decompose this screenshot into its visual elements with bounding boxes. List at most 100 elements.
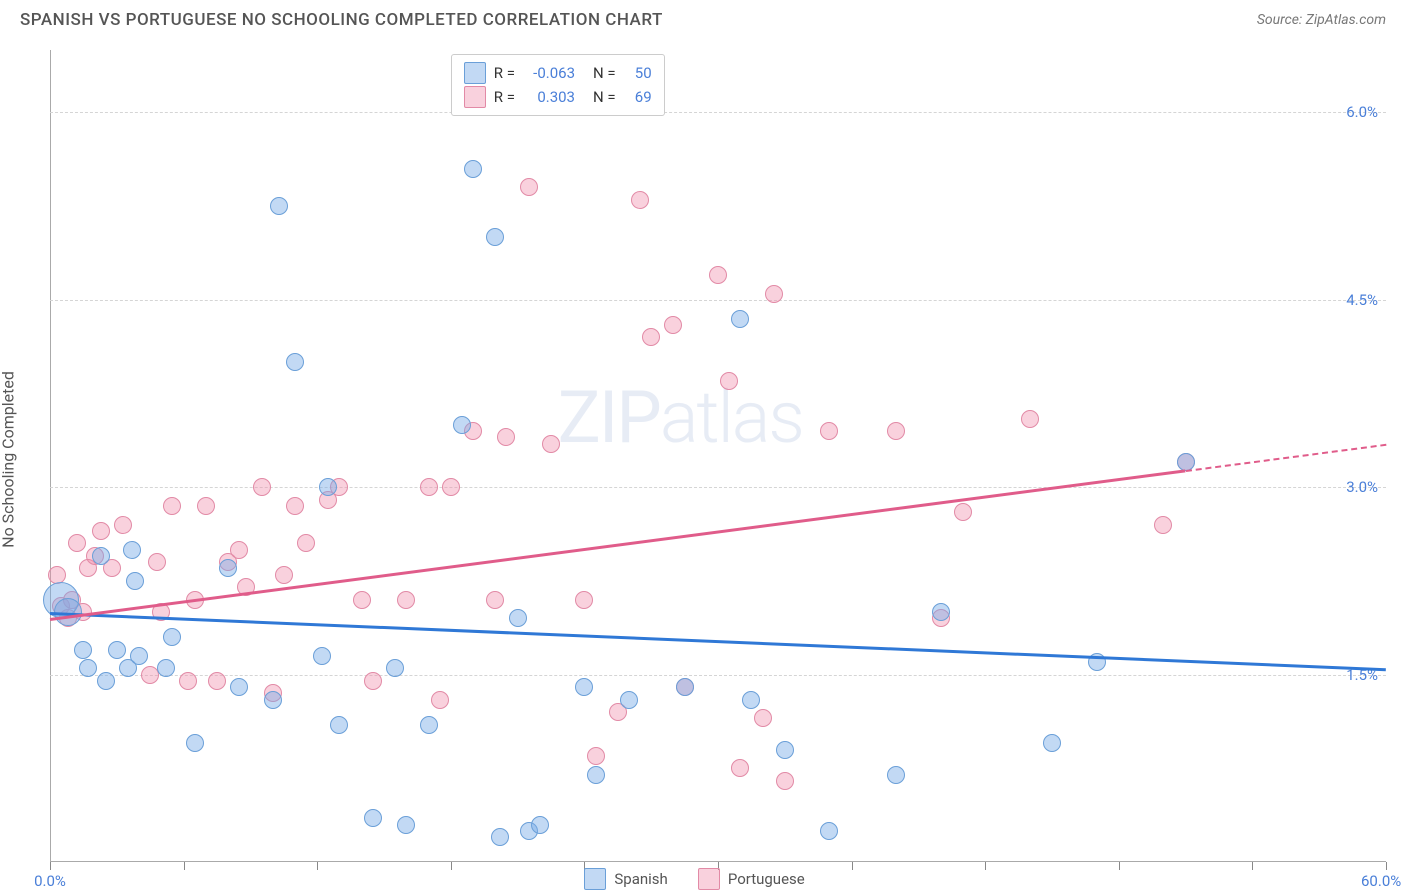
x-tick (184, 862, 185, 870)
portuguese-point (820, 422, 838, 440)
spanish-point (108, 641, 126, 659)
spanish-point (330, 716, 348, 734)
spanish-point (676, 678, 694, 696)
legend-series-spanish: Spanish (584, 868, 667, 890)
portuguese-point (709, 266, 727, 284)
chart-source: Source: ZipAtlas.com (1257, 12, 1386, 28)
portuguese-point (754, 709, 772, 727)
gridline (50, 112, 1386, 113)
portuguese-point (364, 672, 382, 690)
legend-swatch-portuguese (464, 86, 486, 108)
portuguese-point (765, 285, 783, 303)
legend-series: Spanish Portuguese (584, 868, 804, 890)
portuguese-point (542, 435, 560, 453)
spanish-point (313, 647, 331, 665)
spanish-point (731, 310, 749, 328)
portuguese-point (1021, 410, 1039, 428)
x-tick (1252, 862, 1253, 870)
portuguese-point (179, 672, 197, 690)
spanish-point (509, 609, 527, 627)
portuguese-point (442, 478, 460, 496)
y-axis-line (50, 50, 51, 862)
legend-n-prefix: N = (593, 85, 616, 109)
portuguese-trendline (50, 470, 1186, 622)
x-tick (1386, 862, 1387, 870)
spanish-point (587, 766, 605, 784)
spanish-point (887, 766, 905, 784)
portuguese-point (297, 534, 315, 552)
spanish-point (491, 828, 509, 846)
portuguese-point (776, 772, 794, 790)
spanish-point (186, 734, 204, 752)
spanish-point (1043, 734, 1061, 752)
spanish-point (163, 628, 181, 646)
spanish-point (386, 659, 404, 677)
portuguese-point (353, 591, 371, 609)
spanish-point (264, 691, 282, 709)
spanish-point (932, 603, 950, 621)
x-min-label: 0.0% (34, 872, 66, 890)
spanish-point (123, 541, 141, 559)
x-tick (985, 862, 986, 870)
spanish-point (531, 816, 549, 834)
spanish-point (620, 691, 638, 709)
portuguese-point (497, 428, 515, 446)
x-tick (50, 862, 51, 870)
legend-swatch-portuguese (698, 868, 720, 890)
legend-n-prefix: N = (593, 61, 616, 85)
legend-row-portuguese: R =0.303N =69 (464, 85, 652, 109)
spanish-point (74, 641, 92, 659)
portuguese-point (197, 497, 215, 515)
portuguese-point (397, 591, 415, 609)
x-max-label: 60.0% (1361, 872, 1401, 890)
spanish-point (420, 716, 438, 734)
portuguese-point (163, 497, 181, 515)
legend-label-spanish: Spanish (614, 870, 667, 888)
portuguese-point (286, 497, 304, 515)
portuguese-point (664, 316, 682, 334)
portuguese-point (253, 478, 271, 496)
legend-r-value-portuguese: 0.303 (523, 85, 575, 109)
legend-swatch-spanish (464, 62, 486, 84)
legend-series-portuguese: Portuguese (698, 868, 805, 890)
x-tick (317, 862, 318, 870)
portuguese-point (92, 522, 110, 540)
spanish-point (79, 659, 97, 677)
spanish-point (97, 672, 115, 690)
portuguese-point (114, 516, 132, 534)
spanish-point (92, 547, 110, 565)
portuguese-point (642, 328, 660, 346)
legend-r-prefix: R = (494, 61, 515, 85)
legend-n-value-portuguese: 69 (624, 85, 652, 109)
portuguese-point (230, 541, 248, 559)
legend-stats: R =-0.063N =50R =0.303N =69 (451, 54, 665, 116)
gridline (50, 300, 1386, 301)
spanish-point (230, 678, 248, 696)
gridline (50, 675, 1386, 676)
spanish-point (575, 678, 593, 696)
spanish-point (486, 228, 504, 246)
spanish-point (397, 816, 415, 834)
spanish-point (364, 809, 382, 827)
y-axis-label: No Schooling Completed (0, 371, 18, 548)
watermark: ZIPatlas (558, 375, 803, 460)
spanish-point (776, 741, 794, 759)
spanish-point (270, 197, 288, 215)
portuguese-point (486, 591, 504, 609)
x-tick (1119, 862, 1120, 870)
portuguese-point (731, 759, 749, 777)
portuguese-point (954, 503, 972, 521)
chart-title: SPANISH VS PORTUGUESE NO SCHOOLING COMPL… (20, 10, 663, 30)
portuguese-point (631, 191, 649, 209)
portuguese-point (575, 591, 593, 609)
y-tick-label: 6.0% (1346, 103, 1378, 121)
portuguese-trendline-dashed (1185, 444, 1386, 472)
portuguese-point (420, 478, 438, 496)
x-tick (852, 862, 853, 870)
portuguese-point (431, 691, 449, 709)
spanish-point (453, 416, 471, 434)
spanish-point (742, 691, 760, 709)
portuguese-point (1154, 516, 1172, 534)
portuguese-point (887, 422, 905, 440)
legend-swatch-spanish (584, 868, 606, 890)
